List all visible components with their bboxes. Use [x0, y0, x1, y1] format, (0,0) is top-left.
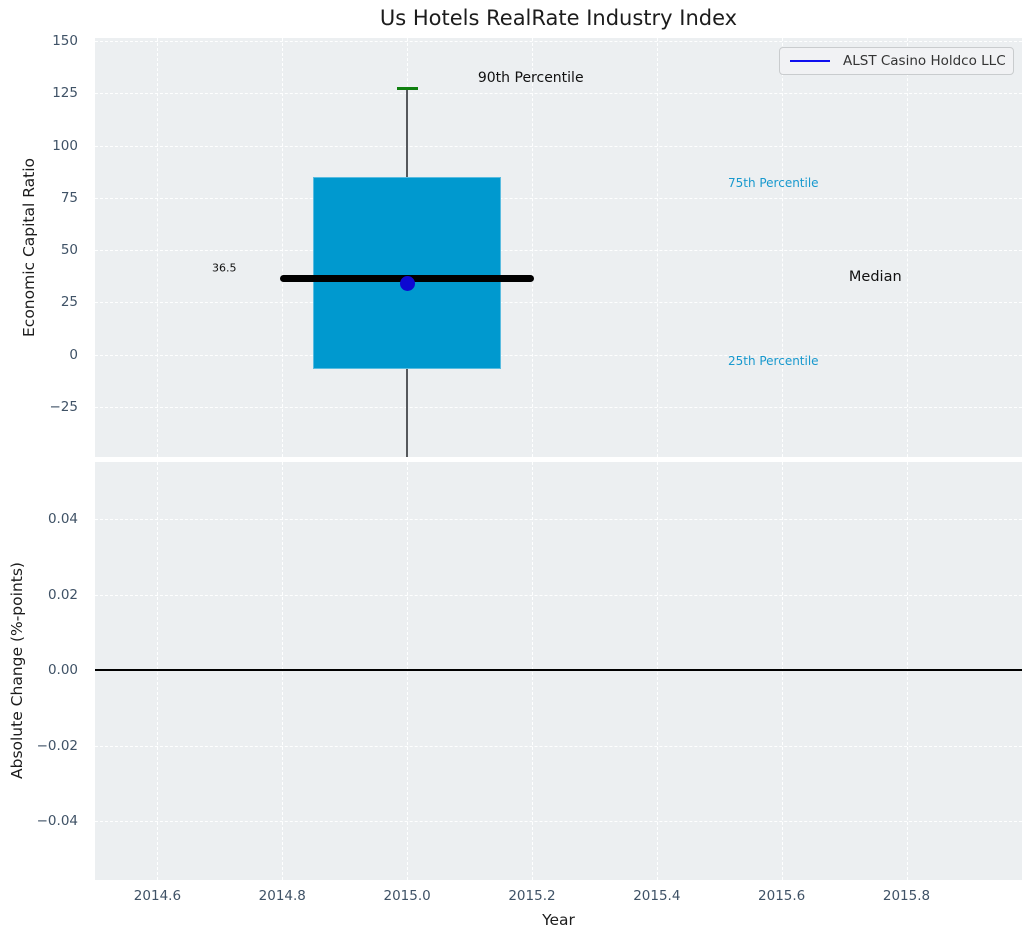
gridline	[656, 38, 658, 457]
gridline	[157, 38, 159, 457]
y-tick-label: 25	[60, 294, 78, 311]
x-axis-label-year: Year	[542, 911, 575, 929]
gridline	[95, 41, 1022, 43]
whisker-cap-90th	[396, 86, 418, 91]
y-tick-label: −0.02	[36, 737, 78, 754]
x-tick-label: 2015.0	[383, 888, 431, 904]
x-tick-label: 2015.6	[758, 888, 806, 904]
y-tick-label: 150	[52, 33, 78, 50]
gridline	[95, 594, 1022, 596]
gridline	[95, 821, 1022, 823]
x-tick-label: 2015.4	[633, 888, 681, 904]
gridline	[95, 93, 1022, 95]
gridline	[781, 38, 783, 457]
x-tick-label: 2015.2	[508, 888, 556, 904]
box-iqr	[313, 176, 502, 370]
y-tick-label: 0.04	[47, 511, 78, 528]
y-tick-label: 75	[60, 189, 78, 206]
legend: ALST Casino Holdco LLC	[779, 47, 1014, 75]
legend-label: ALST Casino Holdco LLC	[843, 53, 1006, 69]
y-tick-label: 50	[60, 242, 78, 259]
gridline	[95, 197, 1022, 199]
y-tick-label: 0	[69, 346, 78, 363]
zero-reference-line	[95, 669, 1022, 671]
gridline	[95, 302, 1022, 304]
y-tick-label: 0.00	[47, 662, 78, 679]
annotation-median: Median	[848, 269, 902, 286]
y-tick-label: 100	[52, 137, 78, 154]
annotation-90th-percentile: 90th Percentile	[477, 69, 584, 86]
legend-line-sample	[790, 59, 830, 63]
y-tick-label: 0.02	[47, 586, 78, 603]
gridline	[906, 38, 908, 457]
y-tick-label: −0.04	[36, 813, 78, 830]
gridline	[282, 38, 284, 457]
gridline	[95, 250, 1022, 252]
gridline	[95, 745, 1022, 747]
y-tick-label: 125	[52, 85, 78, 102]
gridline	[95, 406, 1022, 408]
gridline	[531, 38, 533, 457]
series-marker-dot	[399, 276, 415, 292]
gridline	[95, 145, 1022, 147]
chart-title: Us Hotels RealRate Industry Index	[379, 6, 738, 30]
plot-economic-capital-ratio: 90th Percentile 75th Percentile Median 25th…	[95, 38, 1022, 457]
gridline	[95, 519, 1022, 521]
x-tick-label: 2014.6	[133, 888, 182, 904]
gridline	[95, 354, 1022, 356]
x-tick-label: 2015.8	[882, 888, 931, 904]
x-tick-label: 2014.8	[258, 888, 306, 904]
annotation-75th-percentile: 75th Percentile	[727, 176, 819, 191]
y-tick-label: −25	[49, 398, 79, 415]
plot-absolute-change	[95, 462, 1022, 880]
annotation-36-5: 36.5	[211, 261, 237, 275]
annotation-25th-percentile: 25th Percentile	[727, 353, 819, 368]
